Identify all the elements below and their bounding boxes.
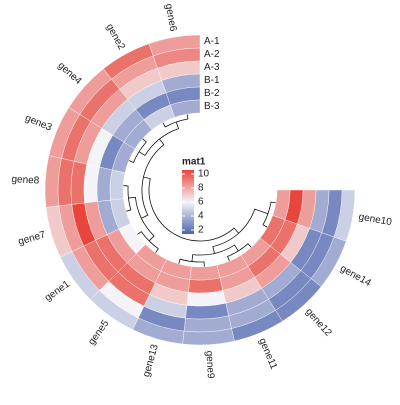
track-label: B-1 — [204, 75, 220, 86]
gene-label: gene12 — [303, 306, 334, 339]
gene-label: gene1 — [43, 279, 72, 304]
heat-cell — [109, 169, 126, 201]
dendrogram — [123, 114, 276, 267]
gene-label: gene5 — [86, 318, 111, 347]
dendrogram-branch — [162, 114, 189, 128]
dendrogram-branch — [178, 258, 205, 267]
heat-cell — [272, 189, 291, 220]
track-label: B-2 — [204, 88, 220, 99]
track-label: B-3 — [204, 101, 220, 112]
gene-label: gene14 — [338, 263, 373, 289]
gene-label: gene10 — [358, 212, 393, 229]
gene-label: gene3 — [23, 113, 53, 134]
gene-label: gene13 — [141, 343, 161, 379]
dendrogram-branch — [143, 176, 239, 242]
track-label: A-1 — [204, 36, 220, 47]
legend-title: mat1 — [182, 157, 206, 168]
gene-label: gene7 — [17, 229, 47, 247]
heat-cell — [189, 264, 221, 281]
legend-tick-label: 10 — [198, 169, 210, 180]
legend-tick-label: 8 — [198, 183, 204, 194]
track-label: A-2 — [204, 49, 220, 60]
heat-cell — [96, 166, 113, 202]
gene-label: gene9 — [203, 350, 216, 379]
dendrogram-branch — [262, 201, 276, 228]
gene-label: gene2 — [104, 22, 127, 52]
dendrogram-branch — [123, 185, 132, 212]
gene-label: gene11 — [256, 337, 279, 372]
heat-cell — [188, 277, 224, 294]
legend-bar — [182, 170, 194, 234]
legend-tick-label: 6 — [198, 197, 204, 208]
legend-tick-label: 2 — [198, 225, 204, 236]
legend-tick-label: 4 — [198, 211, 204, 222]
gene-label: gene4 — [55, 60, 83, 87]
dendrogram-branch — [191, 244, 239, 262]
track-label: A-3 — [204, 62, 220, 73]
dendrogram-branch — [141, 138, 165, 219]
gene-label: gene8 — [11, 174, 40, 187]
gene-label: gene6 — [163, 3, 179, 33]
